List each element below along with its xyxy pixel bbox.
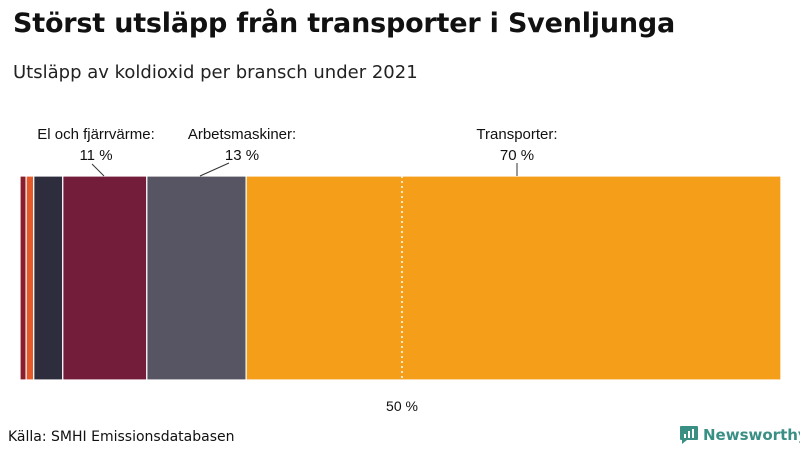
newsworthy-logo-text: Newsworthy	[703, 426, 800, 444]
reference-line-label: 50 %	[386, 398, 418, 414]
newsworthy-logo-icon	[680, 426, 698, 444]
segment-leader-line-4	[199, 162, 230, 177]
segment-leader-line-3	[91, 163, 105, 177]
segment-label-3: El och fjärrvärme:	[37, 126, 155, 143]
segment-value-label-5: 70 %	[500, 147, 534, 164]
bar-segment-1	[25, 175, 35, 381]
bar-segment-3	[62, 175, 148, 381]
segment-value-label-3: 11 %	[79, 147, 112, 164]
bar-segment-4	[146, 175, 247, 381]
segment-label-5: Transporter:	[476, 126, 557, 143]
chart-title: Störst utsläpp från transporter i Svenlj…	[13, 8, 676, 39]
bar-segment-5	[245, 175, 782, 381]
segment-label-4: Arbetsmaskiner:	[188, 126, 296, 143]
bar-segment-2	[33, 175, 64, 381]
chart-subtitle: Utsläpp av koldioxid per bransch under 2…	[13, 62, 418, 83]
segment-value-label-4: 13 %	[225, 147, 259, 164]
bar-segment-0	[19, 175, 27, 381]
source-note: Källa: SMHI Emissionsdatabasen	[8, 429, 235, 445]
newsworthy-logo[interactable]: Newsworthy	[679, 425, 800, 445]
